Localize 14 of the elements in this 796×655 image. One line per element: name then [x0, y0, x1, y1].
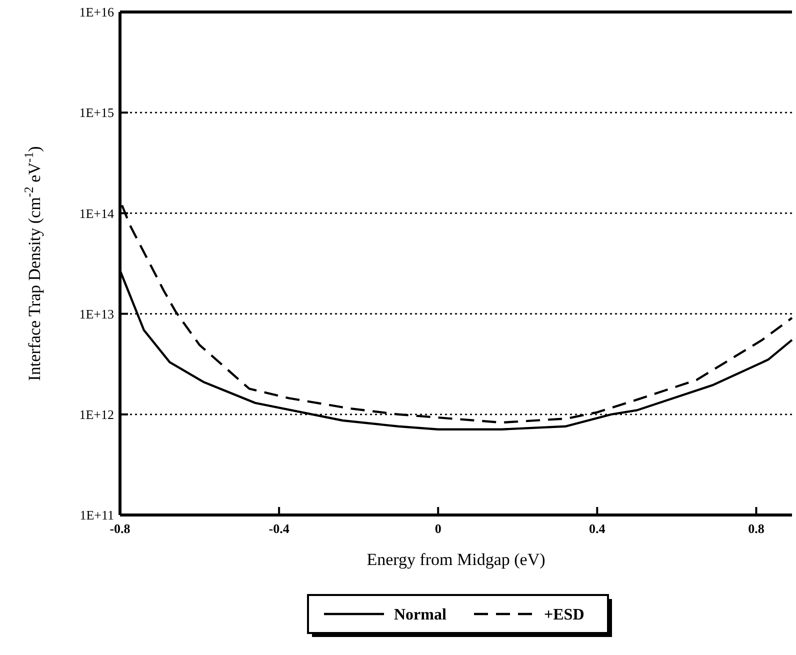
y-tick-label: 1E+12 [79, 406, 114, 422]
x-tick-label: 0 [434, 521, 442, 536]
x-tick-label: -0.8 [110, 521, 131, 536]
legend-label: Normal [394, 606, 447, 624]
x-tick-label: 0.4 [589, 521, 606, 536]
y-tick-label: 1E+13 [79, 306, 114, 322]
x-tick-label: -0.4 [268, 521, 290, 536]
y-tick-label: 1E+11 [80, 508, 114, 523]
legend-label: +ESD [544, 606, 584, 624]
x-tick-label: 0.8 [748, 521, 765, 536]
y-tick-label: 1E+16 [79, 4, 114, 20]
y-tick-label: 1E+14 [79, 206, 114, 221]
x-axis-title: Energy from Midgap (eV) [366, 550, 546, 569]
y-tick-label: 1E+15 [79, 105, 114, 120]
